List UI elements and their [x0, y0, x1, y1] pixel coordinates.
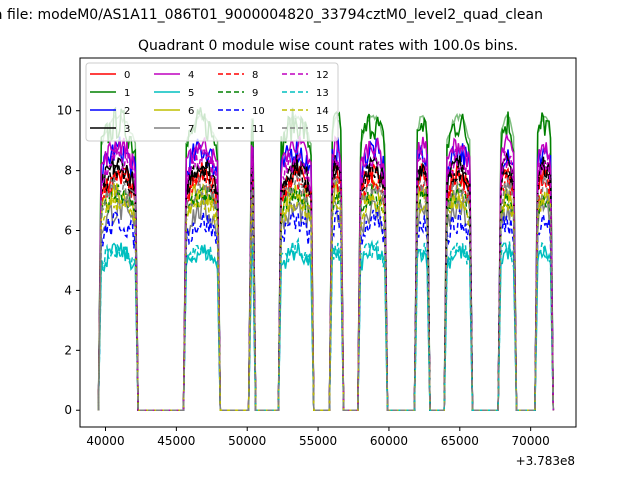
x-tick-label-55000: 55000: [299, 434, 337, 448]
x-tick-label-60000: 60000: [370, 434, 408, 448]
y-tick-label-6: 6: [64, 224, 72, 238]
file-title: a file: modeM0/AS1A11_086T01_9000004820_…: [0, 7, 543, 23]
legend-label-12: 12: [316, 70, 329, 81]
legend-label-8: 8: [252, 70, 258, 81]
x-offset-label: +3.783e8: [516, 454, 575, 468]
legend-label-6: 6: [188, 106, 194, 117]
y-tick-label-2: 2: [64, 343, 72, 357]
data-lines: [97, 106, 555, 411]
legend-label-1: 1: [124, 88, 130, 99]
plot-area-frame: [79, 57, 577, 428]
x-tick-label-70000: 70000: [512, 434, 550, 448]
legend-label-0: 0: [124, 70, 130, 81]
legend-label-3: 3: [124, 124, 130, 135]
x-axis: 40000 45000 50000 55000 60000 65000 70000: [86, 427, 550, 448]
y-tick-label-8: 8: [64, 164, 72, 178]
x-tick-label-50000: 50000: [228, 434, 266, 448]
chart-title: Quadrant 0 module wise count rates with …: [138, 38, 518, 54]
x-tick-label-65000: 65000: [441, 434, 479, 448]
legend-label-14: 14: [316, 106, 329, 117]
legend-label-5: 5: [188, 88, 194, 99]
y-tick-label-4: 4: [64, 283, 72, 297]
legend-label-10: 10: [252, 106, 265, 117]
y-tick-label-10: 10: [57, 104, 72, 118]
legend-label-2: 2: [124, 106, 130, 117]
x-tick-label-45000: 45000: [157, 434, 195, 448]
series-line-15: [97, 174, 555, 411]
x-tick-label-40000: 40000: [86, 434, 124, 448]
legend-label-9: 9: [252, 88, 258, 99]
legend-label-4: 4: [188, 70, 194, 81]
legend-label-13: 13: [316, 88, 329, 99]
legend-label-11: 11: [252, 124, 265, 135]
y-axis: 0 2 4 6 8 10: [57, 104, 80, 417]
y-tick-label-0: 0: [64, 403, 72, 417]
legend-label-15: 15: [316, 124, 329, 135]
legend-box: [85, 62, 339, 142]
legend-label-7: 7: [188, 124, 194, 135]
